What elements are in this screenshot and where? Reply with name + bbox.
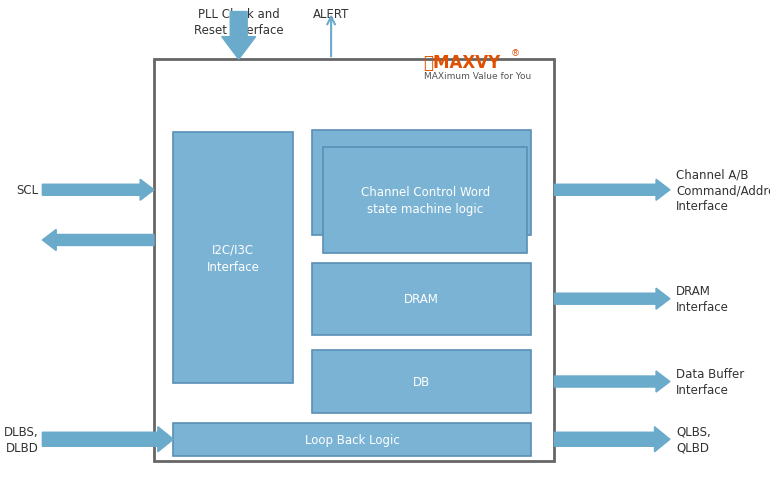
FancyArrow shape: [554, 289, 670, 310]
Bar: [173, 423, 531, 456]
Text: Channel A/B
Command/Address
Interface: Channel A/B Command/Address Interface: [676, 168, 770, 213]
Text: Loop Back Logic: Loop Back Logic: [305, 433, 400, 446]
Bar: [173, 133, 293, 383]
Bar: [323, 148, 527, 253]
Bar: [312, 130, 531, 235]
Text: DRAM
Interface: DRAM Interface: [676, 285, 729, 314]
FancyArrow shape: [222, 13, 256, 60]
Text: PLL Clock and
Reset Interface: PLL Clock and Reset Interface: [194, 8, 283, 37]
Text: ⓂMAXVY: ⓂMAXVY: [424, 54, 501, 72]
Text: Channel Control Word
state machine logic: Channel Control Word state machine logic: [361, 185, 490, 215]
Text: DLBS,
DLBD: DLBS, DLBD: [4, 425, 39, 454]
Bar: [312, 351, 531, 413]
FancyArrow shape: [554, 371, 670, 392]
FancyArrow shape: [554, 427, 670, 452]
Text: Data Buffer
Interface: Data Buffer Interface: [676, 367, 745, 396]
Text: I2C/I3C
Interface: I2C/I3C Interface: [206, 243, 259, 273]
Text: DRAM: DRAM: [404, 293, 439, 306]
Bar: [312, 263, 531, 336]
FancyArrow shape: [42, 180, 154, 201]
Text: MAXimum Value for You: MAXimum Value for You: [424, 72, 531, 81]
Text: ALERT: ALERT: [313, 8, 350, 21]
Bar: [154, 60, 554, 461]
Text: SCL: SCL: [16, 184, 38, 197]
FancyArrow shape: [42, 230, 154, 251]
Text: QLBS,
QLBD: QLBS, QLBD: [676, 425, 711, 454]
FancyArrow shape: [554, 180, 670, 201]
Text: ®: ®: [511, 49, 520, 58]
FancyArrow shape: [42, 427, 173, 452]
Text: SDA: SDA: [126, 234, 150, 247]
Text: DB: DB: [413, 376, 430, 388]
